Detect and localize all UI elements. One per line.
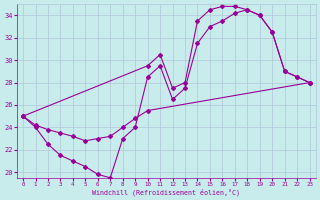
X-axis label: Windchill (Refroidissement éolien,°C): Windchill (Refroidissement éolien,°C) <box>92 188 240 196</box>
